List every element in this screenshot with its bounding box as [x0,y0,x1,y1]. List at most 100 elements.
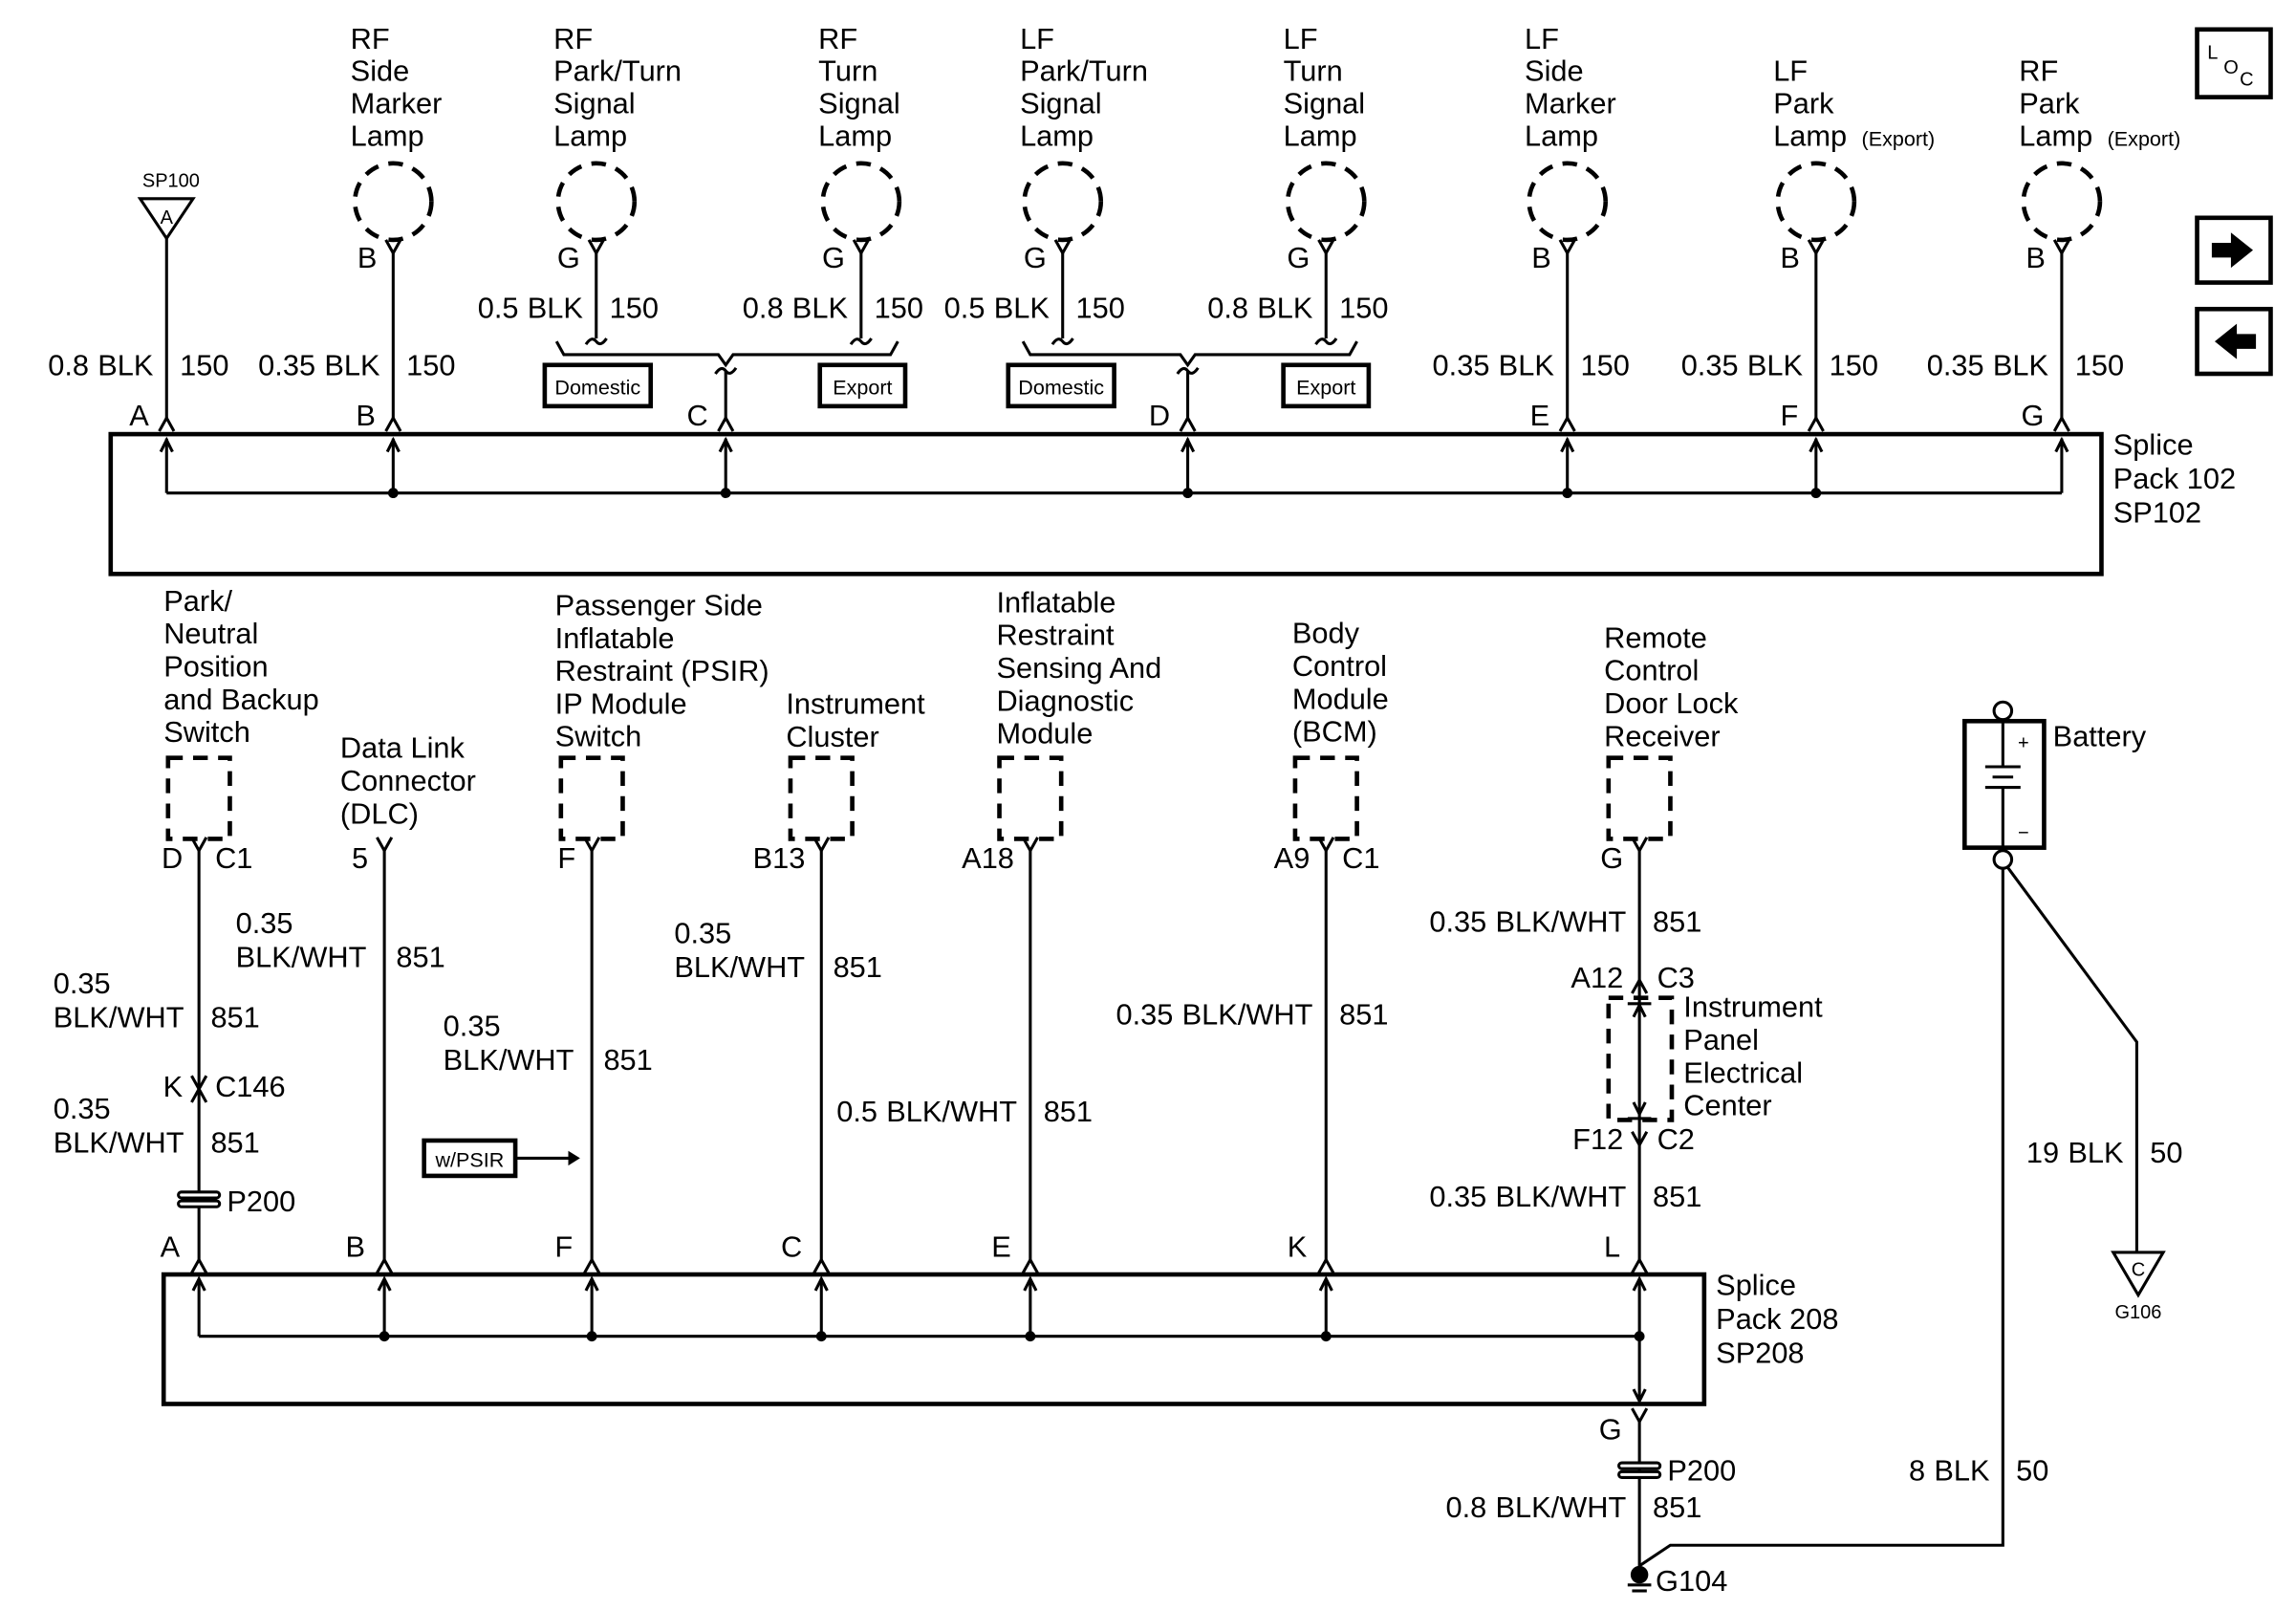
splice-junction-dot [720,488,731,499]
splice-junction-dot [387,488,399,499]
next-button-frame[interactable] [2195,215,2273,285]
next-page-button[interactable] [2195,215,2273,285]
wire-size: 0.5 [478,291,519,324]
export-option-box: Export [817,362,908,409]
wire-color: BLK [1993,349,2049,382]
connector-pin-label: G [822,241,845,274]
female-terminal-icon [376,837,394,854]
previous-button-frame[interactable] [2195,306,2273,377]
arrow-up-icon [2054,436,2069,453]
splice-pin-label: B [346,1230,366,1264]
arrow-left-icon [2214,323,2257,359]
location-icon-letter: O [2223,57,2239,78]
component-label: Lamp [1525,119,1598,152]
female-terminal-icon [1631,1130,1649,1148]
splice-junction-dot [379,1331,390,1342]
circuit-number: 50 [2150,1136,2182,1169]
wire-size: 0.8 [743,291,784,324]
pass-through-grommet-icon [177,1199,222,1208]
pass-through-label: P200 [1667,1454,1736,1488]
splice-junction-dot [586,1331,597,1342]
wire-color: BLK/WHT [1182,997,1313,1031]
component-label: RF [818,22,857,55]
circuit-number: 851 [396,940,444,973]
arrow-up-icon [584,1275,599,1292]
ipec-label: Instrument [1683,990,1823,1024]
splice-pin-label: A [129,399,149,432]
splice-pin-label: C [687,399,708,432]
wire-color: BLK [792,291,849,324]
connector-pin-label: F [557,841,575,875]
connector-pin-label: A18 [962,841,1014,875]
export-label: Export [1296,376,1355,400]
component-label-suffix: (Export) [1862,126,1936,150]
wire-color: BLK [1257,291,1313,324]
circuit-number: 851 [1044,1095,1093,1128]
male-terminal-icon [190,1085,208,1103]
sp100-label: SP100 [142,170,200,191]
wire-color: BLK [528,291,584,324]
splice-pin-label: E [991,1230,1011,1264]
wire-color: BLK/WHT [54,1000,184,1033]
option-box-frame [422,1138,518,1179]
female-terminal-icon [852,239,870,256]
male-terminal-icon [1631,1256,1649,1274]
lamp-icon [353,161,434,243]
ipec-in-pin: A12 [1570,961,1623,994]
female-terminal-icon [1631,837,1649,854]
male-terminal-icon [376,1256,394,1274]
connector-hook-icon [1314,337,1338,346]
wire-color: BLK [1934,1454,1990,1488]
connector-hook-icon [584,337,608,346]
wire-size-color: 0.35 BLK/WHT [1429,1180,1626,1213]
arrow-up-icon [385,436,401,453]
connector-pin-label: B [357,241,378,274]
battery-plus: + [2018,733,2029,754]
location-button[interactable]: LOC [2195,27,2273,99]
arrow-up-icon [1560,436,1575,453]
component-label: Module [1292,682,1389,715]
arrow-up-icon [1632,1001,1647,1018]
component-label: Door Lock [1604,686,1739,720]
component-label: Position [163,649,268,683]
lamp-icon [820,161,902,243]
chassis-ground-icon [2111,1251,2166,1298]
component-label: Park/ [163,584,232,618]
location-icon[interactable] [2195,27,2273,99]
splice-pin-label: K [1288,1230,1308,1264]
option-label: w/PSIR [434,1148,504,1172]
female-terminal-icon [587,239,605,256]
splice-pin-label: A [161,1230,181,1264]
circuit-number: 851 [1653,1490,1701,1524]
component-label: Receiver [1604,719,1720,752]
wire-size: 0.35 [54,967,111,1000]
splice-pin-label: G [2021,399,2044,432]
wire-size: 0.35 [258,349,315,382]
component-label: Diagnostic [996,684,1134,717]
previous-page-button[interactable] [2195,306,2273,377]
wire-size: 8 [1909,1454,1925,1488]
wire-color: BLK/WHT [236,940,367,973]
female-terminal-icon [1317,239,1335,256]
wire-color: BLK [1499,349,1555,382]
component-label: RF [2019,54,2058,88]
component-label: Side [1525,54,1584,88]
component-label: Lamp [1020,119,1094,152]
battery-positive-terminal [1992,700,2014,722]
arrow-up-icon [718,436,733,453]
component-label: Control [1604,654,1699,687]
connector-pin-label: D [162,841,183,875]
female-terminal-icon [1053,239,1072,256]
component-label: Park/Turn [1020,54,1148,88]
splice-pack-label: Splice [2113,428,2194,462]
battery-negative-terminal [1992,849,2014,870]
inline-connector-id: C146 [215,1070,286,1103]
wire-size: 0.8 [48,349,89,382]
arrow-up-icon [1809,436,1824,453]
circuit-number: 150 [2075,349,2124,382]
location-icon-letter: L [2207,43,2218,64]
splice-junction-dot [1182,488,1193,499]
female-terminal-icon [1317,837,1335,854]
splice-pin-label: F [1781,399,1799,432]
component-label: Passenger Side [555,588,763,621]
